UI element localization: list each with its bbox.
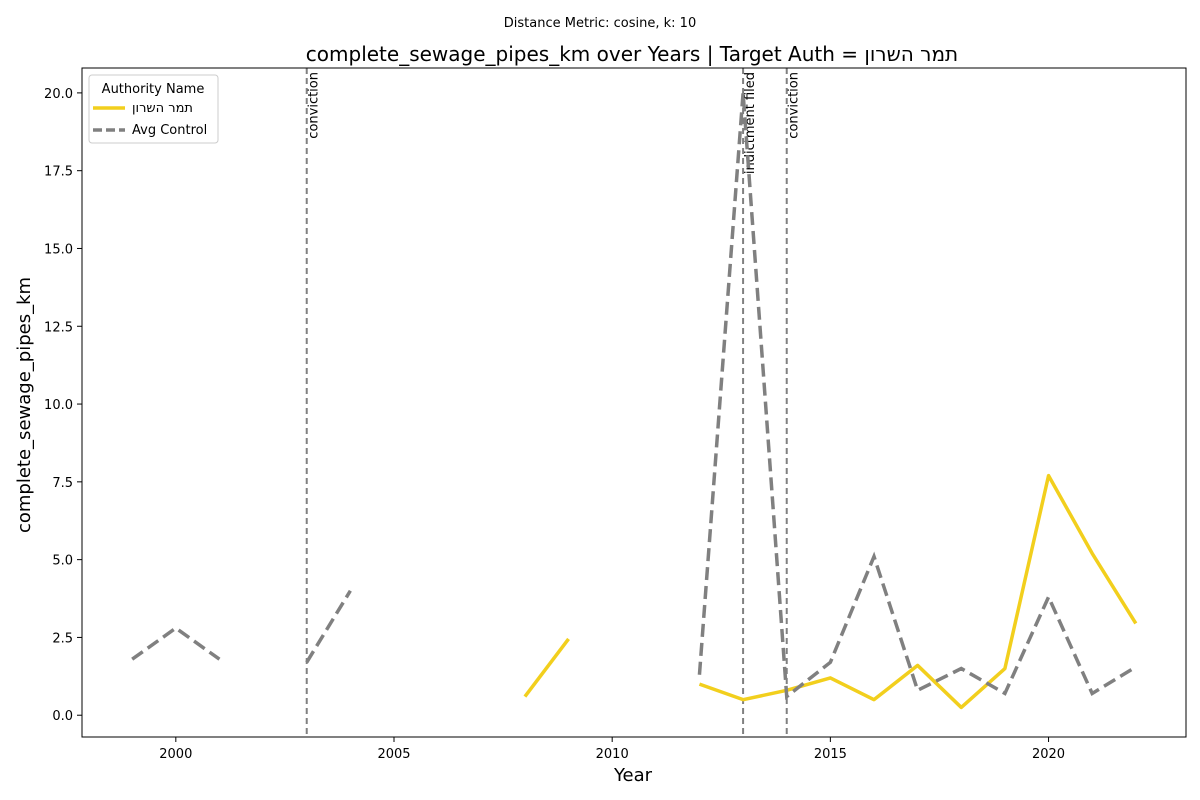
series-line-target	[523, 637, 570, 698]
y-tick-label: 5.0	[52, 554, 73, 569]
event-label: conviction	[307, 72, 322, 139]
y-tick-label: 20.0	[44, 87, 73, 102]
x-axis-label: Year	[613, 765, 653, 786]
axes-frame	[81, 67, 1187, 738]
y-tick-label: 7.5	[52, 476, 73, 491]
x-tick-label: 2000	[159, 747, 192, 762]
series-line-avg-control	[305, 589, 352, 664]
y-tick-label: 12.5	[44, 320, 73, 335]
y-tick-label: 2.5	[52, 631, 73, 646]
y-axis-label: complete_sewage_pipes_km	[14, 277, 35, 533]
legend-box	[88, 74, 219, 144]
axes: 2000 2005 2010 2015 2020 0.0 2.5 5.0 7.5 10.0 12.5…	[44, 67, 1187, 762]
y-tick-label: 15.0	[44, 242, 73, 257]
plot-area	[82, 68, 1186, 737]
y-tick-label: 17.5	[44, 165, 73, 180]
series-line-avg-control	[697, 92, 1137, 700]
y-tick-label: 10.0	[44, 398, 73, 413]
y-tick-label: 0.0	[52, 709, 73, 724]
x-tick-label: 2010	[596, 747, 629, 762]
event-label: conviction	[787, 72, 802, 139]
legend-title: Authority Name	[102, 82, 205, 97]
chart-title: complete_sewage_pipes_km over Years | Ta…	[306, 42, 958, 66]
chart-suptitle: Distance Metric: cosine, k: 10	[504, 16, 696, 31]
legend: Authority Name תמר השרון Avg Control	[88, 74, 219, 144]
x-tick-label: 2015	[814, 747, 847, 762]
plot-background	[82, 68, 1186, 737]
series-line-target	[698, 473, 1138, 710]
legend-entry: תמר השרון	[132, 101, 193, 116]
series-lines	[131, 92, 1138, 710]
x-tick-label: 2005	[377, 747, 410, 762]
x-tick-label: 2020	[1032, 747, 1065, 762]
legend-entry: Avg Control	[132, 123, 207, 138]
